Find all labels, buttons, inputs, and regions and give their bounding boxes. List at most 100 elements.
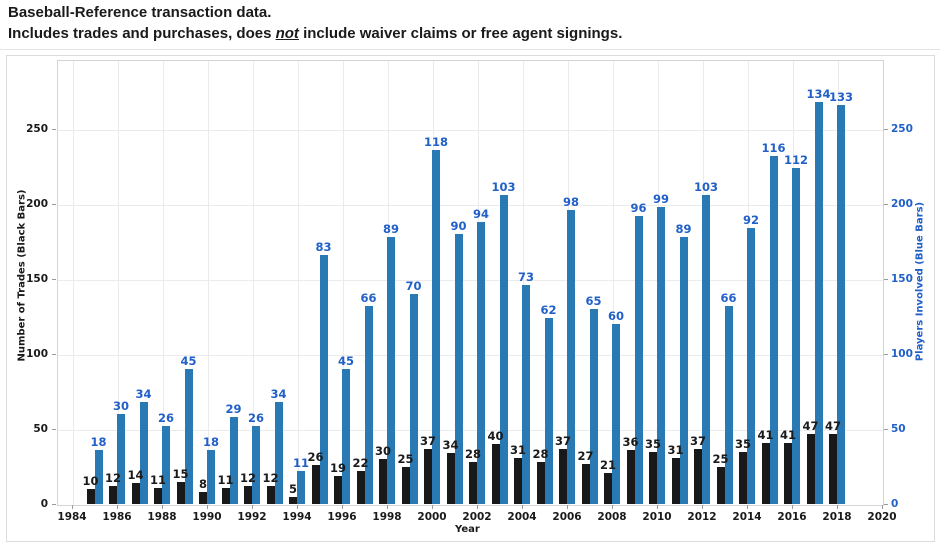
players-value-label: 29 [225,402,242,416]
h-gridline [58,280,883,281]
players-bar [207,450,215,504]
x-tick-label: 2018 [822,511,852,523]
players-bar [747,228,755,504]
players-value-label: 134 [806,87,831,101]
players-bar [409,294,418,504]
players-bar [702,195,710,504]
subtitle-prefix: Includes trades and purchases, does [8,25,276,42]
trades-value-label: 36 [622,435,639,449]
x-tick-mark [387,505,388,509]
players-bar [679,237,688,504]
x-tick-mark [747,505,748,509]
trades-value-label: 19 [329,460,347,475]
trades-value-label: 40 [487,429,504,443]
y-tick-label-left: 50 [33,423,48,435]
y-tick-mark-left [52,129,56,130]
left-axis-title: Number of Trades (Black Bars) [16,189,28,362]
trades-bar [694,448,702,504]
subtitle-emphasis: not [275,25,299,42]
players-bar [814,102,823,504]
players-value-label: 45 [337,354,355,368]
x-tick-mark [612,505,613,509]
x-tick-mark [297,505,298,509]
trades-value-label: 25 [712,451,729,466]
chart-header: Baseball-Reference transaction data. Inc… [0,0,940,50]
players-bar [454,234,463,504]
y-tick-label-right: 0 [891,498,899,510]
players-bar [252,426,260,504]
subtitle-suffix: include waiver claims or free agent sign… [298,25,623,42]
y-tick-mark-right [884,279,888,280]
x-tick-label: 1990 [192,511,222,523]
trades-bar [131,483,140,504]
trades-value-label: 35 [644,436,662,451]
trades-bar [784,442,792,504]
x-tick-mark [162,505,163,509]
x-tick-label: 1984 [57,511,87,523]
trades-value-label: 47 [824,418,842,433]
players-value-label: 96 [630,201,647,215]
trades-bar [379,459,387,504]
y-tick-mark-left [52,354,56,355]
y-tick-label-left: 150 [26,273,48,285]
trades-bar [109,486,117,504]
players-bar [724,306,733,504]
players-bar [319,255,328,504]
trades-value-label: 14 [127,468,144,482]
players-bar [567,210,575,504]
h-gridline [58,205,883,206]
y-tick-label-left: 0 [40,498,48,510]
players-value-label: 26 [247,411,265,425]
x-tick-label: 2014 [732,511,762,523]
trades-bar [311,465,320,504]
players-bar [162,426,170,504]
x-tick-label: 1994 [282,511,312,523]
players-bar [387,237,395,504]
trades-bar [716,466,725,504]
players-value-label: 60 [607,309,625,323]
players-bar [274,402,283,504]
x-tick-label: 2002 [462,511,492,523]
trades-bar [244,486,252,504]
y-tick-label-right: 150 [891,273,913,285]
trades-bar [626,450,635,504]
x-tick-label: 1996 [327,511,357,523]
trades-bar [514,457,522,504]
players-value-label: 83 [315,240,332,254]
players-value-label: 116 [761,141,786,155]
players-value-label: 18 [90,435,107,449]
x-tick-mark [837,505,838,509]
trades-bar [761,442,770,504]
v-gridline [253,61,254,505]
x-tick-mark [72,505,73,509]
trades-value-label: 11 [217,472,234,487]
players-bar [184,369,193,504]
players-bar [139,402,148,504]
x-tick-label: 2010 [642,511,672,523]
right-axis-title: Players Involved (Blue Bars) [914,201,926,362]
players-bar [769,156,778,504]
x-tick-mark [702,505,703,509]
x-tick-label: 2004 [507,511,537,523]
trades-value-label: 28 [464,447,482,461]
trades-value-label: 37 [419,433,437,448]
players-value-label: 99 [652,192,670,206]
players-value-label: 45 [180,354,197,368]
players-value-label: 30 [112,399,130,413]
trades-value-label: 10 [82,474,99,488]
players-value-label: 73 [517,270,535,284]
players-bar [589,309,598,504]
x-tick-label: 2006 [552,511,582,523]
trades-bar [649,451,657,504]
x-tick-label: 1988 [147,511,177,523]
players-value-label: 92 [742,213,760,227]
players-value-label: 70 [405,279,422,293]
players-value-label: 90 [450,219,467,233]
players-value-label: 66 [720,291,737,305]
trades-bar [739,451,747,504]
y-tick-mark-right [884,204,888,205]
trades-value-label: 8 [198,477,208,491]
y-tick-label-left: 250 [26,123,48,135]
trades-value-label: 12 [104,471,122,485]
